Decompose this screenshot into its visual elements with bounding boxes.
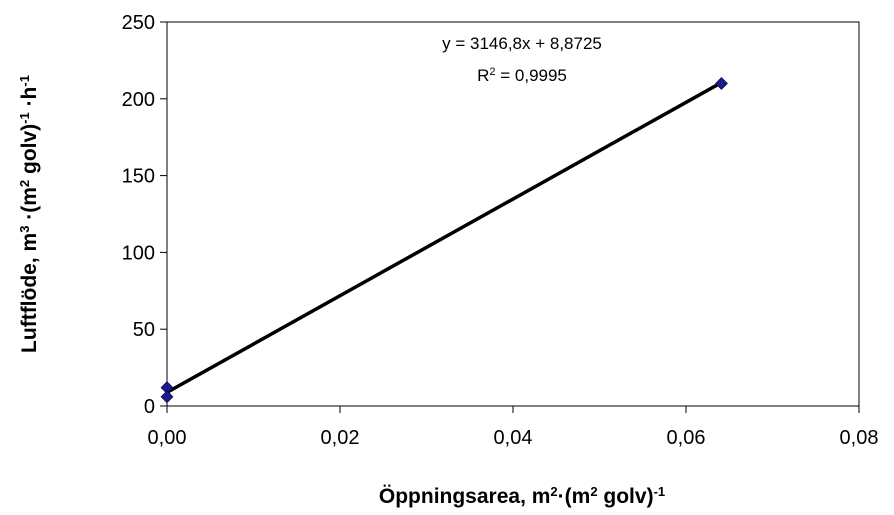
plot-area xyxy=(166,21,860,407)
y-tick-label: 50 xyxy=(133,319,155,341)
x-tick-label: 0,06 xyxy=(667,427,706,449)
data-point xyxy=(715,77,728,90)
x-tick-label: 0,08 xyxy=(840,427,879,449)
y-tick-label: 200 xyxy=(122,89,155,111)
y-tick-label: 250 xyxy=(122,12,155,34)
trendline-equation: y = 3146,8x + 8,8725 xyxy=(442,34,602,53)
x-tick-label: 0,00 xyxy=(148,427,187,449)
y-tick-label: 150 xyxy=(122,166,155,188)
data-point xyxy=(160,390,174,404)
data-points xyxy=(160,77,728,404)
x-axis-ticks: 0,00 0,02 0,04 0,06 0,08 xyxy=(148,406,879,449)
y-tick-label: 100 xyxy=(122,242,155,264)
y-tick-label: 0 xyxy=(144,396,155,418)
x-tick-label: 0,02 xyxy=(321,427,360,449)
x-axis-label: Öppningsarea, m2·(m2 golv)-1 xyxy=(379,484,665,509)
r-squared: R2 = 0,9995 xyxy=(477,66,567,85)
x-tick-label: 0,04 xyxy=(494,427,533,449)
y-axis-label: Luftflöde, m3 ·(m2 golv)-1 ·h-1 xyxy=(17,75,42,353)
y-axis-ticks: 0 50 100 150 200 250 xyxy=(122,12,167,418)
trendline xyxy=(166,81,723,394)
